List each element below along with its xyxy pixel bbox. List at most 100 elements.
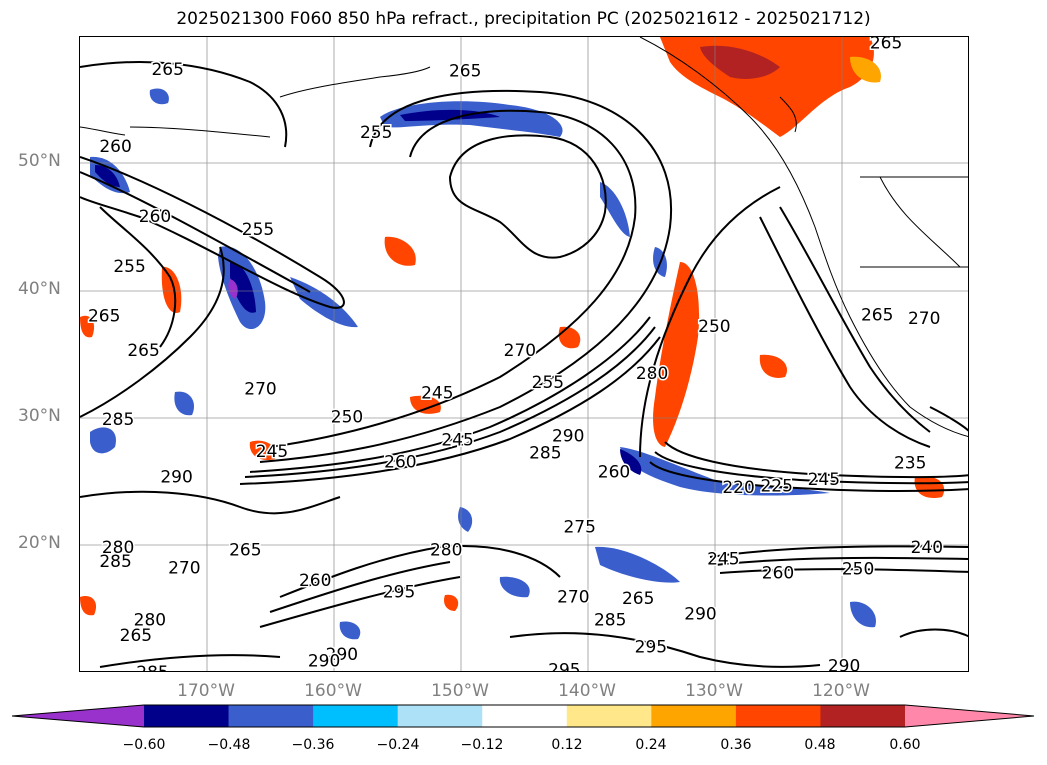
precip-area [620, 447, 830, 496]
lat-label-20n: 20°N [18, 533, 61, 553]
contour-line [80, 156, 345, 309]
contour-label: 295 [548, 660, 580, 672]
contour-label: 280 [102, 538, 134, 558]
coastline [639, 37, 968, 437]
precip-area [339, 621, 361, 640]
precip-area [620, 449, 642, 475]
contour-label: 245 [707, 549, 739, 569]
colorbar-tick: 0.12 [551, 737, 583, 753]
precip-area [759, 354, 788, 378]
contour-line [929, 406, 968, 432]
precip-area [80, 315, 95, 338]
contour-label: 260 [384, 452, 416, 472]
contour-line [239, 336, 661, 485]
coastline [879, 176, 961, 268]
contour-label: 255 [360, 123, 392, 143]
contour-label: 280 [636, 364, 668, 384]
precip-area [95, 165, 120, 187]
lat-label-30n: 30°N [18, 406, 61, 426]
contour-label: 255 [242, 220, 274, 240]
contour-label: 265 [88, 307, 120, 327]
contour-line [80, 171, 311, 293]
refractivity-contours [80, 61, 968, 668]
lon-label-140w: 140°W [558, 681, 616, 701]
precip-area [458, 507, 473, 532]
contour-label: 285 [529, 443, 561, 463]
lon-label-150w: 150°W [431, 681, 489, 701]
contour-line [779, 206, 931, 433]
lon-label-170w: 170°W [177, 681, 235, 701]
colorbar-extend-min [12, 705, 144, 727]
lon-label-160w: 160°W [304, 681, 362, 701]
lat-label-50n: 50°N [18, 151, 61, 171]
precip-negative-areas [90, 88, 876, 640]
contour-label: 265 [861, 305, 893, 325]
map-canvas[interactable]: 265 2652652552602602552552652652702852702… [80, 37, 969, 672]
contour-label: 285 [102, 410, 134, 430]
precip-area [149, 88, 169, 105]
colorbar-segment [482, 705, 568, 727]
colorbar-segment [566, 705, 652, 727]
contour-label: 245 [441, 431, 473, 451]
contour-line [259, 576, 461, 628]
contour-label: 245 [256, 442, 288, 462]
precip-area [600, 182, 630, 237]
contour-label: 280 [134, 611, 166, 631]
contour-label: 260 [299, 571, 331, 591]
contour-label: 270 [168, 558, 200, 578]
contour-label: 270 [504, 341, 536, 361]
contour-label: 295 [383, 583, 415, 603]
precip-area [653, 262, 700, 447]
precip-area [384, 236, 416, 266]
map-panel[interactable]: 265 265 265 255 260 260 255 255 265 265 270 285 270 2… [79, 36, 969, 672]
colorbar-outline [11, 704, 1035, 728]
contour-label: 245 [808, 470, 840, 490]
precip-area [174, 391, 195, 416]
precip-area [230, 262, 256, 313]
colorbar-segment [397, 705, 483, 727]
colorbar-segment [820, 705, 906, 727]
contour-label: 265 [120, 626, 152, 646]
precip-area [850, 56, 881, 83]
contour-line [714, 556, 968, 566]
contour-line [448, 134, 607, 259]
coastlines [80, 37, 968, 437]
contour-label: 245 [421, 383, 453, 403]
contour-label: 290 [160, 468, 192, 488]
contour-label: 255 [532, 373, 564, 393]
contour-label: 235 [894, 454, 926, 474]
contour-line [709, 545, 968, 558]
precip-area [410, 395, 441, 414]
colorbar-tick: 0.60 [889, 737, 921, 753]
colorbar-tick: −0.48 [207, 737, 251, 753]
lon-label-130w: 130°W [685, 681, 743, 701]
contour-label: 250 [331, 408, 363, 428]
contour-line [664, 441, 968, 479]
contour-label: 260 [598, 463, 630, 483]
contour-label: 265 [870, 37, 902, 53]
colorbar-segment [651, 705, 737, 727]
colorbar-segment [228, 705, 314, 727]
precip-area [228, 279, 238, 299]
contour-line [80, 490, 341, 515]
colorbar-tick: 0.48 [804, 737, 836, 753]
contour-line [99, 206, 177, 348]
contour-label: 290 [326, 645, 358, 665]
precip-area [161, 266, 182, 313]
contour-line [80, 61, 288, 148]
contour-label: 285 [99, 552, 131, 572]
contour-label: 290 [552, 427, 584, 447]
contour-line [99, 654, 281, 668]
contour-label: 265 [449, 62, 481, 82]
precip-area [290, 277, 358, 328]
colorbar-extend-max [905, 705, 1034, 727]
contour-label: 285 [594, 611, 626, 631]
coastline [279, 66, 431, 98]
contour-label: 260 [762, 563, 794, 583]
coastline [779, 96, 797, 133]
contour-line [654, 451, 968, 485]
precip-area [700, 45, 780, 79]
colorbar-segment [313, 705, 399, 727]
precip-area [249, 440, 276, 461]
contour-label: 270 [557, 588, 589, 608]
